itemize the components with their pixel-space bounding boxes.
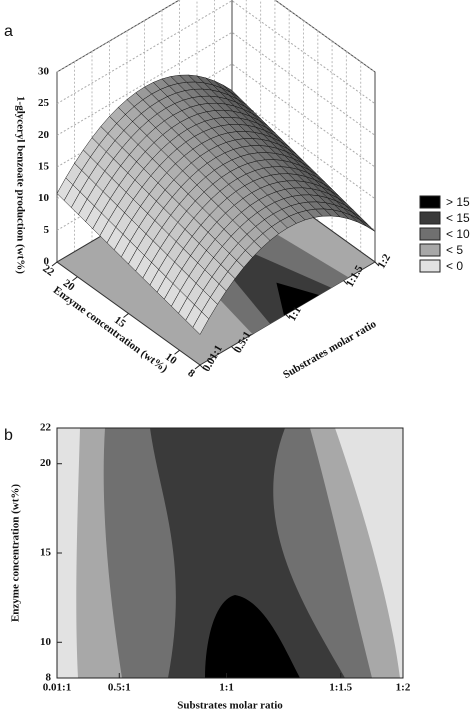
panel-label: b — [4, 427, 13, 444]
legend-swatch — [419, 259, 441, 273]
legend-label: < 0 — [446, 259, 463, 273]
z-tick-label: 5 — [44, 224, 50, 236]
y-tick-label: 8 — [186, 367, 198, 380]
grid-line — [56, 95, 376, 200]
y-tick-label: 8 — [46, 672, 52, 684]
y-tick-label: 22 — [40, 422, 52, 434]
y-tick-label: 10 — [40, 636, 52, 648]
legend-swatch — [419, 227, 441, 241]
z-tick-label: 15 — [38, 161, 50, 173]
z-tick-label: 25 — [38, 97, 50, 109]
contour-chart: 8 10 15 20 22 0.01:1 0.5:1 1:1 1:1.5 1:2 Substrate… — [10, 422, 411, 712]
legend-label: < 10 — [446, 227, 470, 241]
contour-band — [150, 428, 345, 678]
tick-mark — [194, 364, 201, 370]
x-tick-label: 1:2 — [396, 682, 411, 694]
legend-label: < 15 — [446, 211, 470, 225]
x-tick-label: 0.5:1 — [108, 682, 131, 694]
legend-swatch — [419, 243, 441, 257]
floor-band — [223, 251, 332, 324]
legend-swatch — [419, 195, 441, 209]
tick-mark — [374, 261, 380, 267]
z-axis-title: 1-glyceryl benzoate production (wt%) — [14, 96, 26, 274]
z-tick-label: 10 — [38, 192, 50, 204]
y-axis-title: Enzyme concentration (wt%) — [10, 484, 22, 622]
tick-mark — [72, 276, 78, 282]
y-tick-label: 15 — [40, 547, 52, 559]
grid-line — [56, 63, 376, 168]
z-tick-label: 20 — [38, 129, 50, 141]
x-tick-label: 1:1 — [219, 682, 234, 694]
z-tick-label: 0 — [44, 256, 50, 268]
y-tick-label: 20 — [40, 457, 52, 469]
grid-line — [56, 0, 376, 105]
x-axis-title: Substrates molar ratio — [281, 318, 379, 381]
contour-band — [205, 595, 300, 678]
panel-label: a — [4, 23, 13, 40]
x-tick-label: 1:1.5 — [329, 682, 352, 694]
tick-mark — [123, 313, 129, 318]
tick-mark — [199, 364, 205, 370]
tick-mark — [174, 349, 180, 355]
surface-chart: 0510152025308101520220.01:10.5:11:11:1.5… — [14, 0, 470, 381]
grid-line — [56, 31, 376, 136]
z-tick-label: 30 — [38, 66, 50, 78]
tick-mark — [285, 314, 291, 319]
tick-mark — [343, 280, 348, 285]
legend-label: < 5 — [446, 243, 463, 257]
x-tick-label: 1:2 — [375, 252, 393, 271]
x-axis-title: Substrates molar ratio — [177, 700, 283, 712]
x-tick-label: 0.01:1 — [43, 682, 71, 694]
legend-swatch — [419, 211, 441, 225]
floor-band — [276, 282, 319, 316]
tick-mark — [51, 261, 58, 267]
grid-line — [56, 0, 376, 73]
tick-mark — [231, 346, 236, 351]
legend-label: > 15 — [446, 195, 470, 209]
surface-patch — [192, 311, 210, 335]
